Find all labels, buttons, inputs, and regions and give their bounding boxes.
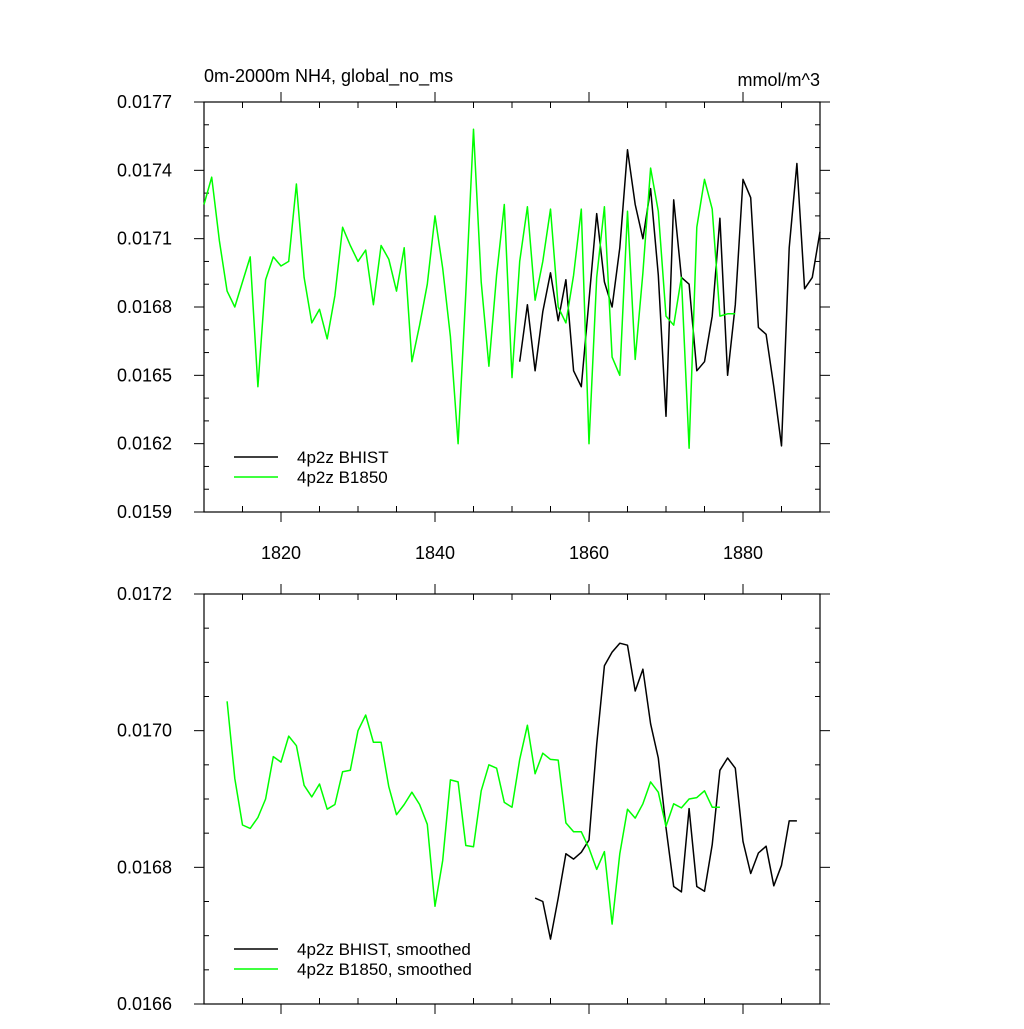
x-tick-label: 1880 [723, 543, 763, 563]
x-tick-label: 1860 [569, 543, 609, 563]
series-line-2-2 [226, 701, 720, 925]
series-line-2-1 [534, 642, 797, 940]
chart-units: mmol/m^3 [738, 70, 820, 90]
y-tick-label: 0.0177 [117, 92, 172, 112]
y-tick-label: 0.0166 [117, 994, 172, 1014]
legend-label: 4p2z B1850 [297, 468, 388, 487]
series-line-1-1 [518, 149, 821, 447]
y-tick-label: 0.0168 [117, 857, 172, 877]
y-tick-label: 0.0170 [117, 721, 172, 741]
y-tick-label: 0.0174 [117, 160, 172, 180]
x-tick-label: 1840 [415, 543, 455, 563]
y-tick-label: 0.0162 [117, 434, 172, 454]
series-line-1-2 [203, 128, 736, 449]
x-tick-label: 1820 [261, 543, 301, 563]
legend-label: 4p2z BHIST, smoothed [297, 940, 471, 959]
y-tick-label: 0.0168 [117, 297, 172, 317]
y-tick-label: 0.0165 [117, 365, 172, 385]
legend-label: 4p2z BHIST [297, 448, 389, 467]
y-tick-label: 0.0159 [117, 502, 172, 522]
y-tick-label: 0.0172 [117, 584, 172, 604]
legend-label: 4p2z B1850, smoothed [297, 960, 472, 979]
chart-title: 0m-2000m NH4, global_no_ms [204, 66, 453, 87]
y-tick-label: 0.0171 [117, 229, 172, 249]
